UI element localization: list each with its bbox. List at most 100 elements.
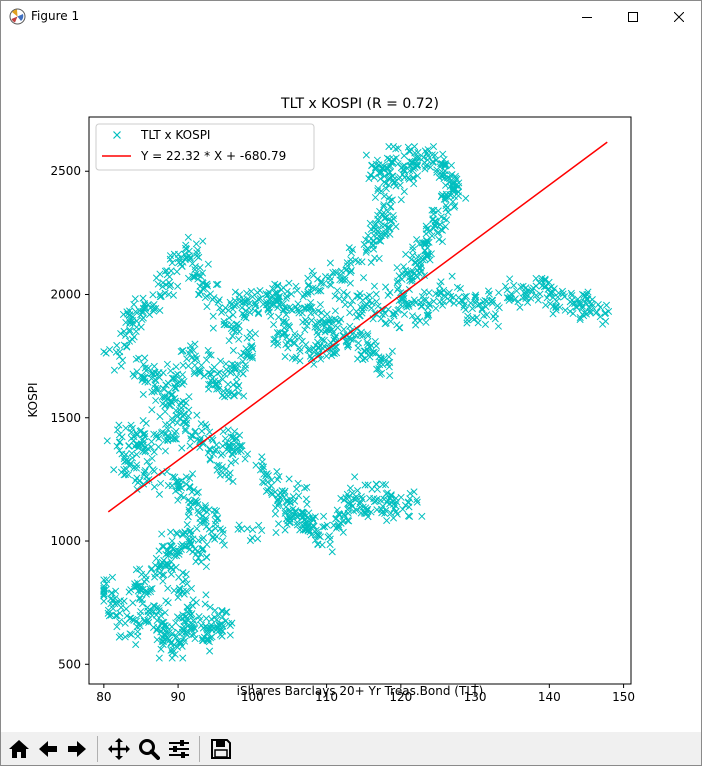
scatter-point — [413, 498, 421, 506]
axes-frame — [88, 116, 632, 685]
pan-button[interactable] — [105, 735, 133, 763]
scatter-point — [182, 473, 190, 481]
scatter-point — [365, 175, 373, 183]
minimize-button[interactable] — [564, 1, 610, 32]
home-button[interactable] — [5, 735, 33, 763]
scatter-point — [310, 348, 318, 356]
scatter-point — [479, 298, 487, 306]
scatter-point — [343, 265, 351, 274]
scatter-point — [182, 612, 190, 620]
scatter-point — [193, 489, 201, 497]
scatter-point — [121, 470, 130, 479]
scatter-point — [310, 360, 318, 368]
close-button[interactable] — [656, 1, 702, 32]
scatter-point — [138, 596, 146, 604]
scatter-point — [375, 236, 383, 244]
scatter-point — [256, 295, 264, 303]
figure-canvas[interactable]: 80 90 100 110 120 130 140 150 500 1000 1500 2000 25… — [1, 32, 701, 732]
scatter-point — [210, 363, 218, 371]
scatter-point — [474, 301, 482, 310]
scatter-point — [417, 261, 425, 269]
title-bar[interactable]: Figure 1 — [1, 1, 701, 32]
scatter-point — [173, 632, 181, 641]
scatter-point — [207, 528, 215, 536]
scatter-point — [385, 223, 393, 231]
scatter-point — [451, 202, 459, 210]
scatter-point — [362, 248, 370, 256]
scatter-point — [100, 584, 108, 592]
scatter-point — [545, 278, 553, 286]
scatter-point — [488, 299, 496, 307]
zoom-icon — [139, 739, 160, 760]
scatter-point — [273, 468, 281, 476]
scatter-point — [209, 534, 217, 542]
scatter-point — [218, 606, 226, 615]
scatter-point — [299, 513, 307, 521]
scatter-point — [287, 290, 295, 298]
scatter-point — [313, 338, 322, 346]
scatter-point — [247, 287, 255, 295]
scatter-point — [205, 380, 213, 389]
save-button[interactable] — [207, 735, 235, 763]
scatter-point — [227, 459, 235, 467]
scatter-point — [182, 253, 190, 261]
scatter-point — [264, 304, 272, 312]
scatter-point — [488, 296, 496, 304]
maximize-button[interactable] — [610, 1, 656, 32]
scatter-point — [506, 275, 514, 283]
forward-button[interactable] — [63, 735, 91, 763]
scatter-point — [155, 654, 163, 662]
scatter-point — [280, 329, 288, 337]
scatter-point — [448, 272, 456, 280]
scatter-point — [172, 374, 180, 382]
scatter-point — [125, 442, 133, 450]
scatter-point — [240, 311, 249, 319]
scatter-point — [149, 602, 158, 610]
scatter-point — [389, 158, 397, 166]
scatter-point — [228, 443, 236, 451]
scatter-point — [254, 308, 263, 316]
scatter-point — [135, 619, 143, 627]
scatter-point — [274, 520, 283, 528]
scatter-point — [462, 194, 470, 202]
scatter-point — [132, 308, 140, 316]
scatter-point — [471, 293, 479, 301]
scatter-point — [182, 587, 191, 595]
scatter-point — [302, 526, 310, 534]
scatter-point — [288, 354, 296, 362]
scatter-point — [225, 620, 233, 628]
x-axis-label: iShares Barclays 20+ Yr Treas.Bond (TLT) — [237, 684, 484, 698]
scatter-point — [282, 294, 290, 302]
back-button[interactable] — [34, 735, 62, 763]
scatter-point — [314, 287, 322, 295]
scatter-point — [263, 470, 271, 478]
scatter-point — [304, 282, 312, 290]
scatter-point — [320, 342, 328, 350]
scatter-point — [137, 311, 145, 319]
scatter-point — [140, 305, 148, 313]
zoom-button[interactable] — [135, 735, 163, 763]
scatter-point — [291, 330, 299, 338]
scatter-point — [549, 310, 557, 318]
x-tick-label: 130 — [464, 690, 487, 704]
scatter-point — [132, 641, 140, 649]
scatter-point — [163, 360, 171, 368]
scatter-point — [190, 367, 198, 376]
scatter-point — [218, 613, 227, 621]
scatter-point — [308, 515, 316, 523]
scatter-point — [519, 282, 527, 290]
configure-subplots-button[interactable] — [165, 735, 193, 763]
scatter-point — [273, 289, 281, 297]
scatter-point — [124, 457, 132, 465]
scatter-point — [422, 222, 430, 230]
scatter-point — [364, 332, 372, 340]
scatter-point — [206, 445, 214, 453]
scatter-point — [130, 464, 138, 472]
scatter-point — [203, 356, 211, 364]
scatter-point — [294, 513, 302, 521]
y-tick-label: 2500 — [50, 164, 81, 178]
scatter-point — [320, 336, 328, 344]
scatter-point — [112, 612, 120, 620]
scatter-point — [153, 617, 161, 625]
